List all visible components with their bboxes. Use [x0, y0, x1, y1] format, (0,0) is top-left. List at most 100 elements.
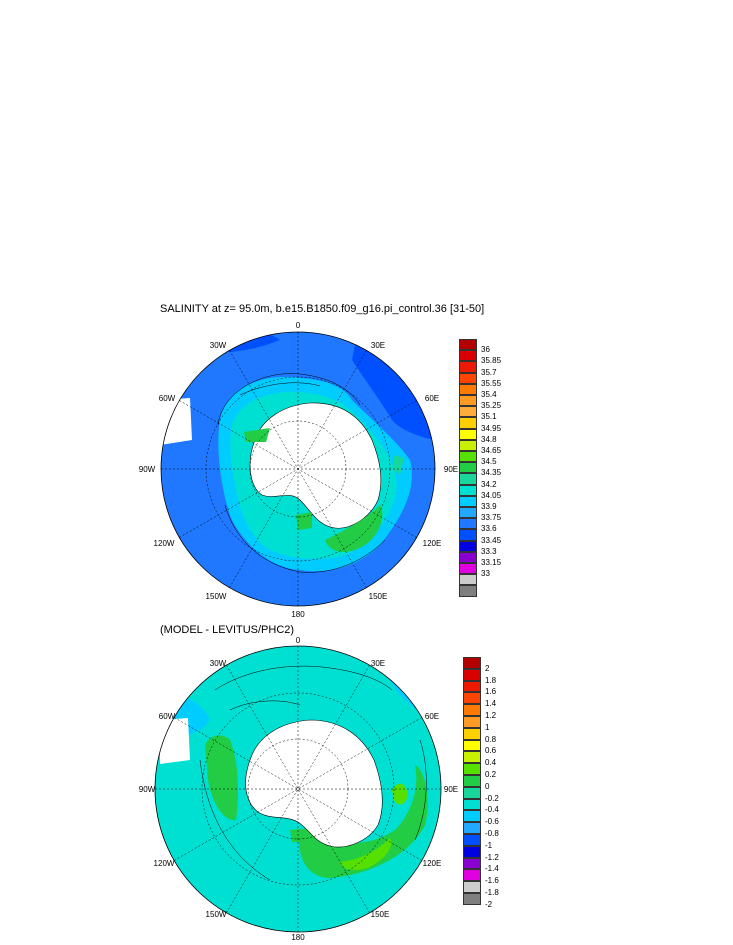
map2-lon-60e: 60E	[425, 712, 439, 721]
map1-lon-150e: 150E	[369, 592, 388, 601]
colorbar-label: 34.05	[481, 490, 502, 500]
colorbar-label: 0.2	[485, 770, 497, 779]
map2-title: (MODEL - LEVITUS/PHC2)	[160, 624, 295, 636]
colorbar-swatch	[459, 518, 477, 530]
colorbar-swatch	[463, 680, 481, 693]
colorbar-label: -1.4	[485, 864, 499, 874]
colorbar-label: 33.75	[481, 513, 502, 523]
colorbar-label: 34.2	[481, 479, 497, 489]
colorbar-label: 33	[481, 569, 490, 579]
map1-lon-60w: 60W	[159, 394, 176, 403]
colorbar-swatch	[459, 585, 477, 597]
colorbar-label: -1.2	[485, 852, 499, 862]
difference-colorbar: 2 1.8 1.6 1.4 1.2 1 0.8 0.6 0.4 0.2 0 -0.2 -0.4 -0.6 -…	[463, 657, 521, 908]
colorbar-swatch	[459, 507, 477, 519]
colorbar-label: -1.6	[485, 876, 499, 886]
map2-lon-60w: 60W	[159, 712, 176, 721]
map1-lon-120w: 120W	[154, 539, 175, 548]
colorbar-label: 1.4	[485, 699, 497, 709]
colorbar-label: -0.8	[485, 829, 499, 838]
colorbar-label: -0.6	[485, 817, 499, 827]
colorbar-label: 0.4	[485, 758, 497, 768]
colorbar-swatch	[459, 383, 477, 395]
colorbar-label: 35.25	[481, 401, 502, 411]
colorbar-label: 35.7	[481, 367, 497, 377]
map1-lon-30e: 30E	[371, 341, 385, 350]
colorbar-swatch	[463, 869, 481, 882]
salinity-map: 0 30E 60E 90E 120E 150E 180 150W 120W 90…	[139, 321, 458, 619]
colorbar-label: 34.95	[481, 423, 502, 433]
colorbar-label: 0.6	[485, 746, 497, 756]
map2-lon-30w: 30W	[210, 659, 227, 668]
salinity-colorbar: 36 35.85 35.7 35.55 35.4 35.25 35.1 34.95 34.8 34…	[459, 339, 517, 597]
colorbar-swatch	[459, 451, 477, 463]
colorbar-label: 35.55	[481, 378, 502, 388]
map2-lon-90e: 90E	[444, 785, 458, 794]
colorbar-label: 33.15	[481, 558, 502, 567]
colorbar-label: 33.45	[481, 535, 502, 545]
colorbar-label: -1.8	[485, 888, 499, 897]
colorbar-swatch	[463, 716, 481, 728]
map1-lon-30w: 30W	[210, 341, 227, 350]
colorbar-swatch	[459, 529, 477, 541]
colorbar-label: 34.65	[481, 446, 502, 455]
colorbar-label: 1.8	[485, 675, 497, 685]
map2-lon-90w: 90W	[139, 785, 156, 794]
map1-lon-60e: 60E	[425, 394, 439, 403]
map1-lon-150w: 150W	[206, 592, 227, 601]
colorbar-swatch	[463, 692, 481, 705]
colorbar-swatch	[463, 727, 481, 740]
colorbar-label: 1	[485, 722, 490, 732]
map2-lon-180: 180	[291, 933, 305, 942]
map1-lon-90e: 90E	[444, 465, 458, 474]
colorbar-swatch	[463, 775, 481, 787]
colorbar-label: 35.1	[481, 412, 497, 422]
colorbar-swatch	[459, 495, 477, 507]
colorbar-label: -0.4	[485, 805, 499, 815]
colorbar-label: -1	[485, 840, 493, 850]
map1-lon-180: 180	[291, 610, 305, 619]
map2-lon-0: 0	[296, 636, 301, 645]
colorbar-swatch	[459, 339, 477, 351]
colorbar-swatch	[459, 372, 477, 384]
map2-lon-120w: 120W	[154, 859, 175, 868]
colorbar-swatch	[463, 763, 481, 775]
colorbar-swatch	[459, 406, 477, 418]
colorbar-swatch	[459, 484, 477, 496]
colorbar-swatch	[463, 810, 481, 823]
colorbar-swatch	[459, 574, 477, 586]
colorbar-label: 33.6	[481, 524, 497, 534]
colorbar-swatch	[463, 751, 481, 764]
colorbar-label: 0	[485, 781, 490, 791]
colorbar-label: 36	[481, 345, 490, 355]
colorbar-swatch	[463, 893, 481, 905]
colorbar-label: 35.4	[481, 390, 497, 399]
colorbar-swatch	[459, 439, 477, 451]
colorbar-swatch	[463, 798, 481, 811]
colorbar-label: 1.6	[485, 687, 497, 697]
colorbar-swatch	[459, 462, 477, 474]
colorbar-label: 35.85	[481, 356, 502, 366]
colorbar-label: 34.35	[481, 468, 502, 478]
colorbar-swatch	[463, 786, 481, 799]
colorbar-swatch	[463, 881, 481, 893]
map1-lon-90w: 90W	[139, 465, 156, 474]
colorbar-swatch	[463, 845, 481, 858]
map1-lon-0: 0	[296, 321, 301, 330]
map1-title: SALINITY at z= 95.0m, b.e15.B1850.f09_g1…	[160, 303, 485, 315]
map2-lon-150w: 150W	[206, 910, 227, 919]
colorbar-swatch	[463, 739, 481, 752]
colorbar-swatch	[463, 704, 481, 716]
colorbar-swatch	[459, 395, 477, 407]
colorbar-swatch	[463, 822, 481, 834]
colorbar-label: 2	[485, 663, 490, 673]
colorbar-label: 34.8	[481, 434, 497, 444]
difference-map: 0 30E 60E 90E 120E 150E 180 150W 120W 90…	[139, 636, 458, 942]
colorbar-label: 34.5	[481, 457, 497, 467]
colorbar-label: 33.3	[481, 546, 497, 556]
map2-lon-30e: 30E	[371, 659, 385, 668]
colorbar-label: -0.2	[485, 793, 499, 803]
colorbar-swatch	[463, 657, 481, 669]
colorbar-label: -2	[485, 899, 493, 909]
